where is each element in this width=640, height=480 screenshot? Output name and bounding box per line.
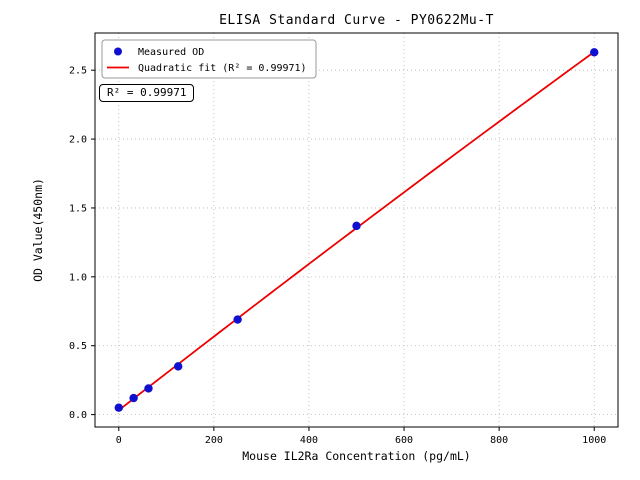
- measured-points: [114, 48, 599, 412]
- legend-marker-measured: [114, 47, 122, 56]
- data-point: [114, 403, 123, 412]
- grid-lines: [95, 33, 618, 427]
- data-point: [144, 384, 153, 393]
- y-tick-label: 2.0: [69, 135, 87, 146]
- y-tick-label: 1.5: [69, 203, 87, 214]
- y-tick-label: 2.5: [69, 66, 87, 77]
- x-tick-label: 1000: [582, 435, 606, 446]
- legend-label-measured: Measured OD: [138, 47, 204, 58]
- fit-line: [118, 51, 595, 411]
- tick-labels: 0 200 400 600 800 1000 0.0 0.5 1.0 1.5 2.0 2.5: [69, 66, 606, 446]
- y-axis-label: OD Value(450nm): [31, 178, 45, 282]
- chart-title: ELISA Standard Curve - PY0622Mu-T: [219, 13, 494, 28]
- legend-box: [101, 39, 317, 79]
- x-tick-label: 400: [300, 435, 318, 446]
- legend: Measured OD Quadratic fit (R² = 0.99971): [101, 39, 317, 79]
- y-tick-label: 0.0: [69, 410, 87, 421]
- axes-spines: [94, 32, 619, 428]
- x-tick-label: 200: [205, 435, 223, 446]
- legend-label-fit: Quadratic fit (R² = 0.99971): [138, 63, 307, 74]
- tick-marks: [91, 69, 595, 431]
- r-squared-annotation: R² = 0.99971: [99, 84, 195, 102]
- data-point: [174, 362, 183, 371]
- y-tick-label: 0.5: [69, 341, 87, 352]
- data-point: [233, 315, 242, 324]
- x-tick-label: 800: [490, 435, 508, 446]
- y-tick-label: 1.0: [69, 272, 87, 283]
- x-tick-label: 600: [395, 435, 413, 446]
- data-point: [590, 48, 599, 57]
- data-point: [129, 393, 138, 403]
- x-axis-label: Mouse IL2Ra Concentration (pg/mL): [242, 449, 471, 463]
- x-tick-label: 0: [116, 435, 122, 446]
- data-point: [352, 221, 361, 231]
